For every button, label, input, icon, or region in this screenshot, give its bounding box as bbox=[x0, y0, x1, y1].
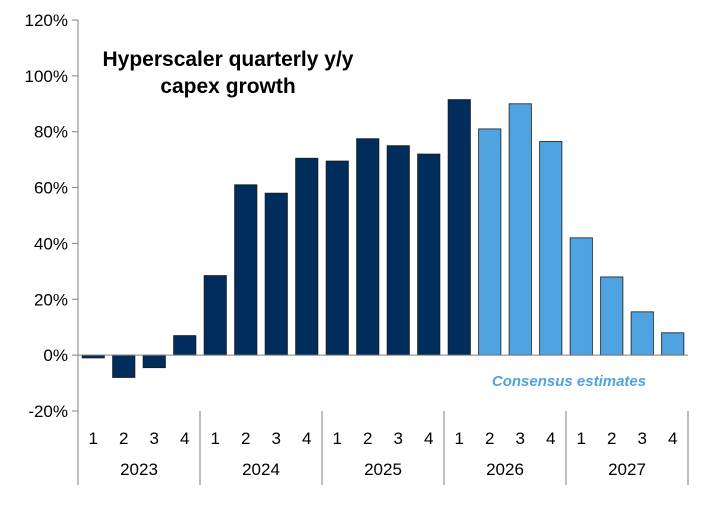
chart-title-line-2: capex growth bbox=[160, 75, 295, 98]
actual-bar bbox=[234, 184, 258, 356]
year-label: 2024 bbox=[242, 460, 280, 479]
quarter-label: 4 bbox=[180, 429, 189, 448]
quarter-label: 3 bbox=[394, 429, 403, 448]
y-tick-label: 0% bbox=[43, 346, 68, 365]
actual-bar bbox=[203, 275, 227, 356]
quarter-label: 3 bbox=[150, 429, 159, 448]
consensus-estimates-annotation: Consensus estimates bbox=[492, 373, 646, 390]
y-tick-label: 80% bbox=[34, 123, 68, 142]
actual-bar bbox=[264, 192, 288, 356]
estimate-bar bbox=[478, 128, 502, 356]
quarter-label: 1 bbox=[211, 429, 220, 448]
quarter-label: 3 bbox=[516, 429, 525, 448]
quarter-label: 1 bbox=[577, 429, 586, 448]
actual-bar bbox=[386, 145, 410, 356]
bars bbox=[81, 99, 685, 378]
y-tick-label: 100% bbox=[25, 67, 68, 86]
year-label: 2027 bbox=[608, 460, 646, 479]
actual-bar bbox=[356, 138, 380, 356]
quarter-label: 3 bbox=[272, 429, 281, 448]
actual-bar bbox=[112, 354, 136, 378]
actual-bar bbox=[295, 157, 319, 356]
y-tick-label: 40% bbox=[34, 234, 68, 253]
estimate-bar bbox=[539, 141, 563, 356]
y-axis: -20% 0% 20% 40% 60% 80% 100% 120% bbox=[25, 11, 79, 421]
year-label: 2023 bbox=[120, 460, 158, 479]
actual-bar bbox=[142, 354, 166, 369]
quarter-label: 4 bbox=[424, 429, 433, 448]
quarter-label: 1 bbox=[455, 429, 464, 448]
actual-bar bbox=[325, 160, 349, 356]
quarter-label: 2 bbox=[119, 429, 128, 448]
actual-bar bbox=[173, 335, 197, 356]
estimate-bar bbox=[661, 332, 685, 356]
quarter-label: 4 bbox=[668, 429, 677, 448]
quarter-label: 4 bbox=[302, 429, 311, 448]
year-label: 2025 bbox=[364, 460, 402, 479]
y-tick-label: 120% bbox=[25, 11, 68, 30]
actual-bar bbox=[417, 153, 441, 356]
quarter-label: 2 bbox=[607, 429, 616, 448]
estimate-bar bbox=[508, 103, 532, 356]
quarter-label: 1 bbox=[89, 429, 98, 448]
y-tick-label: -20% bbox=[28, 402, 68, 421]
quarter-label: 3 bbox=[638, 429, 647, 448]
y-tick-label: 60% bbox=[34, 179, 68, 198]
estimate-bar bbox=[600, 276, 624, 356]
chart-title-line-1: Hyperscaler quarterly y/y bbox=[103, 48, 354, 71]
quarter-label: 2 bbox=[363, 429, 372, 448]
estimate-bar bbox=[569, 237, 593, 356]
x-axis: 1 2 3 4 2023 1 2 3 4 2024 1 2 3 4 2025 1 2 3 4 2026 1 2 3 4 2027 bbox=[77, 354, 689, 485]
estimate-bar bbox=[630, 311, 654, 356]
quarter-label: 2 bbox=[485, 429, 494, 448]
quarter-label: 1 bbox=[333, 429, 342, 448]
quarter-label: 2 bbox=[241, 429, 250, 448]
actual-bar bbox=[447, 99, 471, 356]
year-label: 2026 bbox=[486, 460, 524, 479]
y-tick-label: 20% bbox=[34, 290, 68, 309]
quarter-label: 4 bbox=[546, 429, 555, 448]
